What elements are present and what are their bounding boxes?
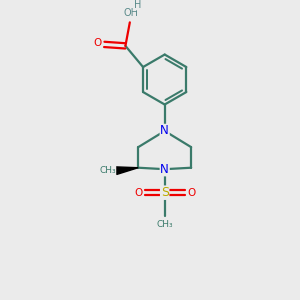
Text: O: O bbox=[187, 188, 195, 198]
Text: OH: OH bbox=[124, 8, 139, 18]
Text: N: N bbox=[160, 163, 169, 176]
Text: H: H bbox=[134, 0, 141, 10]
Text: N: N bbox=[160, 124, 169, 137]
Polygon shape bbox=[116, 167, 138, 174]
Text: CH₃: CH₃ bbox=[99, 166, 116, 175]
Text: O: O bbox=[134, 188, 142, 198]
Text: S: S bbox=[161, 186, 169, 199]
Text: O: O bbox=[94, 38, 102, 48]
Text: CH₃: CH₃ bbox=[156, 220, 173, 229]
